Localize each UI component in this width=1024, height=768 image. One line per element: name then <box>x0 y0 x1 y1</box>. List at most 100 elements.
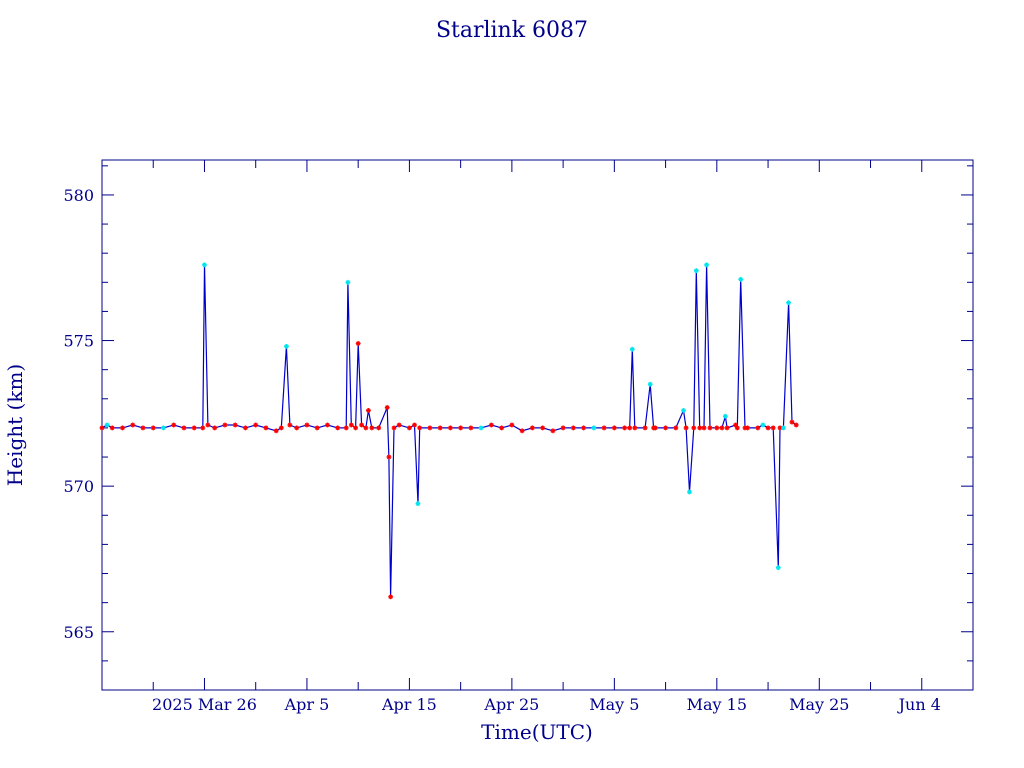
data-point <box>273 428 279 434</box>
data-point <box>202 262 207 268</box>
data-point <box>722 413 728 419</box>
x-tick-label: Apr 25 <box>483 695 539 714</box>
data-point <box>704 262 709 268</box>
y-axis-ticks: 565 570 575 580 <box>63 165 973 691</box>
data-point <box>652 425 658 431</box>
data-point <box>391 425 397 431</box>
data-point <box>448 425 453 431</box>
data-point <box>343 425 349 431</box>
x-tick-label: May 15 <box>687 695 747 714</box>
x-tick-label: Apr 5 <box>284 695 330 714</box>
x-tick-label: Apr 15 <box>381 695 437 714</box>
data-point <box>611 425 617 431</box>
data-point <box>719 425 725 431</box>
data-point <box>140 425 146 431</box>
data-point <box>325 422 330 428</box>
data-point <box>232 422 238 428</box>
data-point <box>200 425 206 431</box>
data-point <box>509 422 515 428</box>
plot-frame <box>101 159 974 691</box>
data-point <box>550 428 556 434</box>
data-point <box>629 346 635 352</box>
data-point <box>663 425 668 431</box>
x-tick-label: May 25 <box>789 695 849 714</box>
data-point <box>478 425 484 431</box>
data-point <box>212 425 218 431</box>
data-point <box>412 422 417 428</box>
data-point <box>488 422 494 428</box>
data-point <box>458 425 464 431</box>
y-tick-label: 580 <box>63 186 94 205</box>
data-point <box>294 425 300 431</box>
data-point <box>417 425 423 431</box>
data-point <box>388 594 394 600</box>
data-point <box>519 428 525 434</box>
data-point <box>253 422 259 428</box>
data-point <box>724 425 730 431</box>
data-point <box>714 425 720 431</box>
data-point <box>359 422 364 428</box>
y-tick-label: 570 <box>63 477 94 496</box>
y-tick-label: 575 <box>63 332 94 351</box>
data-point <box>104 422 110 428</box>
data-point <box>622 425 627 431</box>
data-point <box>693 268 699 274</box>
data-point <box>181 425 187 431</box>
series-markers <box>99 262 799 600</box>
data-point <box>760 422 766 428</box>
data-point <box>376 425 382 431</box>
data-point <box>263 425 269 431</box>
data-point <box>734 425 740 431</box>
data-point <box>437 425 443 431</box>
data-point <box>284 343 289 349</box>
chart-title: Starlink 6087 <box>436 18 588 43</box>
data-point <box>707 425 713 431</box>
data-point <box>570 425 576 431</box>
data-point <box>775 565 781 571</box>
data-point <box>304 422 310 428</box>
data-point <box>278 425 284 431</box>
data-point <box>427 425 433 431</box>
data-point <box>642 425 648 431</box>
data-point <box>468 425 474 431</box>
data-point <box>369 425 375 431</box>
data-point <box>627 425 633 431</box>
data-point <box>99 425 105 431</box>
data-point <box>738 276 744 282</box>
data-point <box>345 279 351 285</box>
x-tick-label: Jun 4 <box>897 695 941 714</box>
data-point <box>314 425 320 431</box>
data-point <box>540 425 546 431</box>
data-point <box>673 425 679 431</box>
data-point <box>687 489 692 495</box>
data-point <box>701 425 707 431</box>
data-point <box>287 422 293 428</box>
y-tick-label: 565 <box>63 623 94 642</box>
data-point <box>415 501 421 507</box>
x-axis-label: Time(UTC) <box>481 720 593 744</box>
data-point <box>150 425 156 431</box>
data-point <box>355 341 361 346</box>
data-point <box>632 425 638 431</box>
data-point <box>161 425 166 431</box>
data-point <box>581 425 587 431</box>
x-axis-ticks: 2025 Mar 26 Apr 5 Apr 15 Apr 25 May 5 May 15 M… <box>152 160 974 714</box>
data-point <box>396 422 402 428</box>
data-point <box>697 425 703 431</box>
data-point <box>243 425 248 431</box>
data-point <box>348 422 354 428</box>
data-point <box>601 425 607 431</box>
data-point <box>171 422 177 428</box>
data-point <box>793 422 799 428</box>
data-point <box>130 422 136 428</box>
data-point <box>386 454 392 460</box>
data-point <box>647 381 653 387</box>
data-point <box>366 408 371 413</box>
data-point <box>120 425 125 431</box>
data-point <box>789 419 795 425</box>
data-point <box>745 425 750 431</box>
data-point <box>222 422 228 428</box>
data-point <box>683 425 689 431</box>
data-point <box>770 425 776 431</box>
